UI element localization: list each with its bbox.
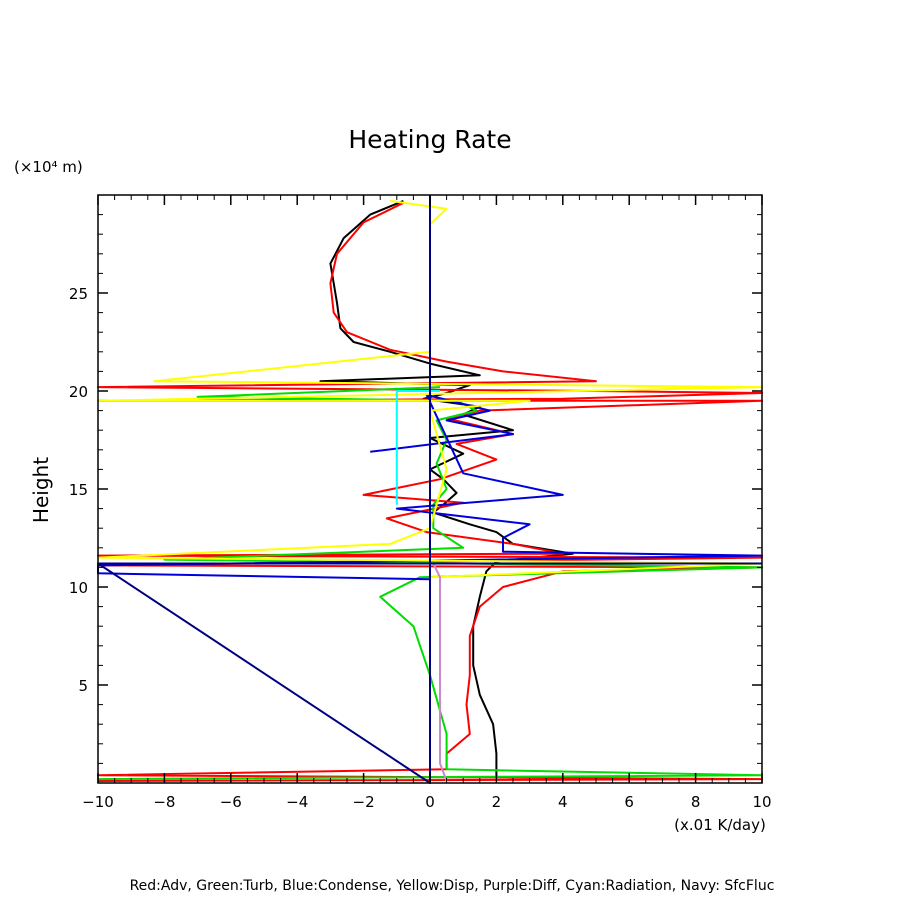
x-tick-label: −6 [220,793,242,811]
series-line-1 [97,201,763,782]
series-line-6 [395,390,440,505]
series-line-7 [97,195,762,784]
y-unit-label: (×10⁴ m) [14,158,83,176]
chart-title: Heating Rate [348,125,511,154]
x-unit-label: (x.01 K/day) [674,816,766,834]
series-layer [97,195,763,784]
y-tick-label: 25 [69,285,88,303]
x-tick-label: −10 [82,793,114,811]
x-tick-label: 0 [425,793,435,811]
y-axis-label: Height [29,457,53,523]
x-tick-label: −4 [286,793,308,811]
x-tick-label: 8 [691,793,701,811]
x-tick-label: 2 [492,793,502,811]
y-tick-label: 5 [78,677,88,695]
x-tick-label: 4 [558,793,568,811]
x-tick-label: 6 [624,793,634,811]
x-tick-label: −2 [353,793,375,811]
y-tick-label: 20 [69,383,88,401]
series-line-0 [319,199,574,778]
x-tick-label: 10 [752,793,771,811]
series-line-2 [97,386,763,781]
axis-layer: −10 −8 −6 −4 −2 0 2 4 6 8 10 5 10 15 20 25 [69,195,772,811]
y-tick-label: 10 [69,579,88,597]
x-tick-label: −8 [153,793,175,811]
series-line-5 [432,563,448,782]
legend-text: Red:Adv, Green:Turb, Blue:Condense, Yell… [130,878,775,894]
y-tick-label: 15 [69,481,88,499]
